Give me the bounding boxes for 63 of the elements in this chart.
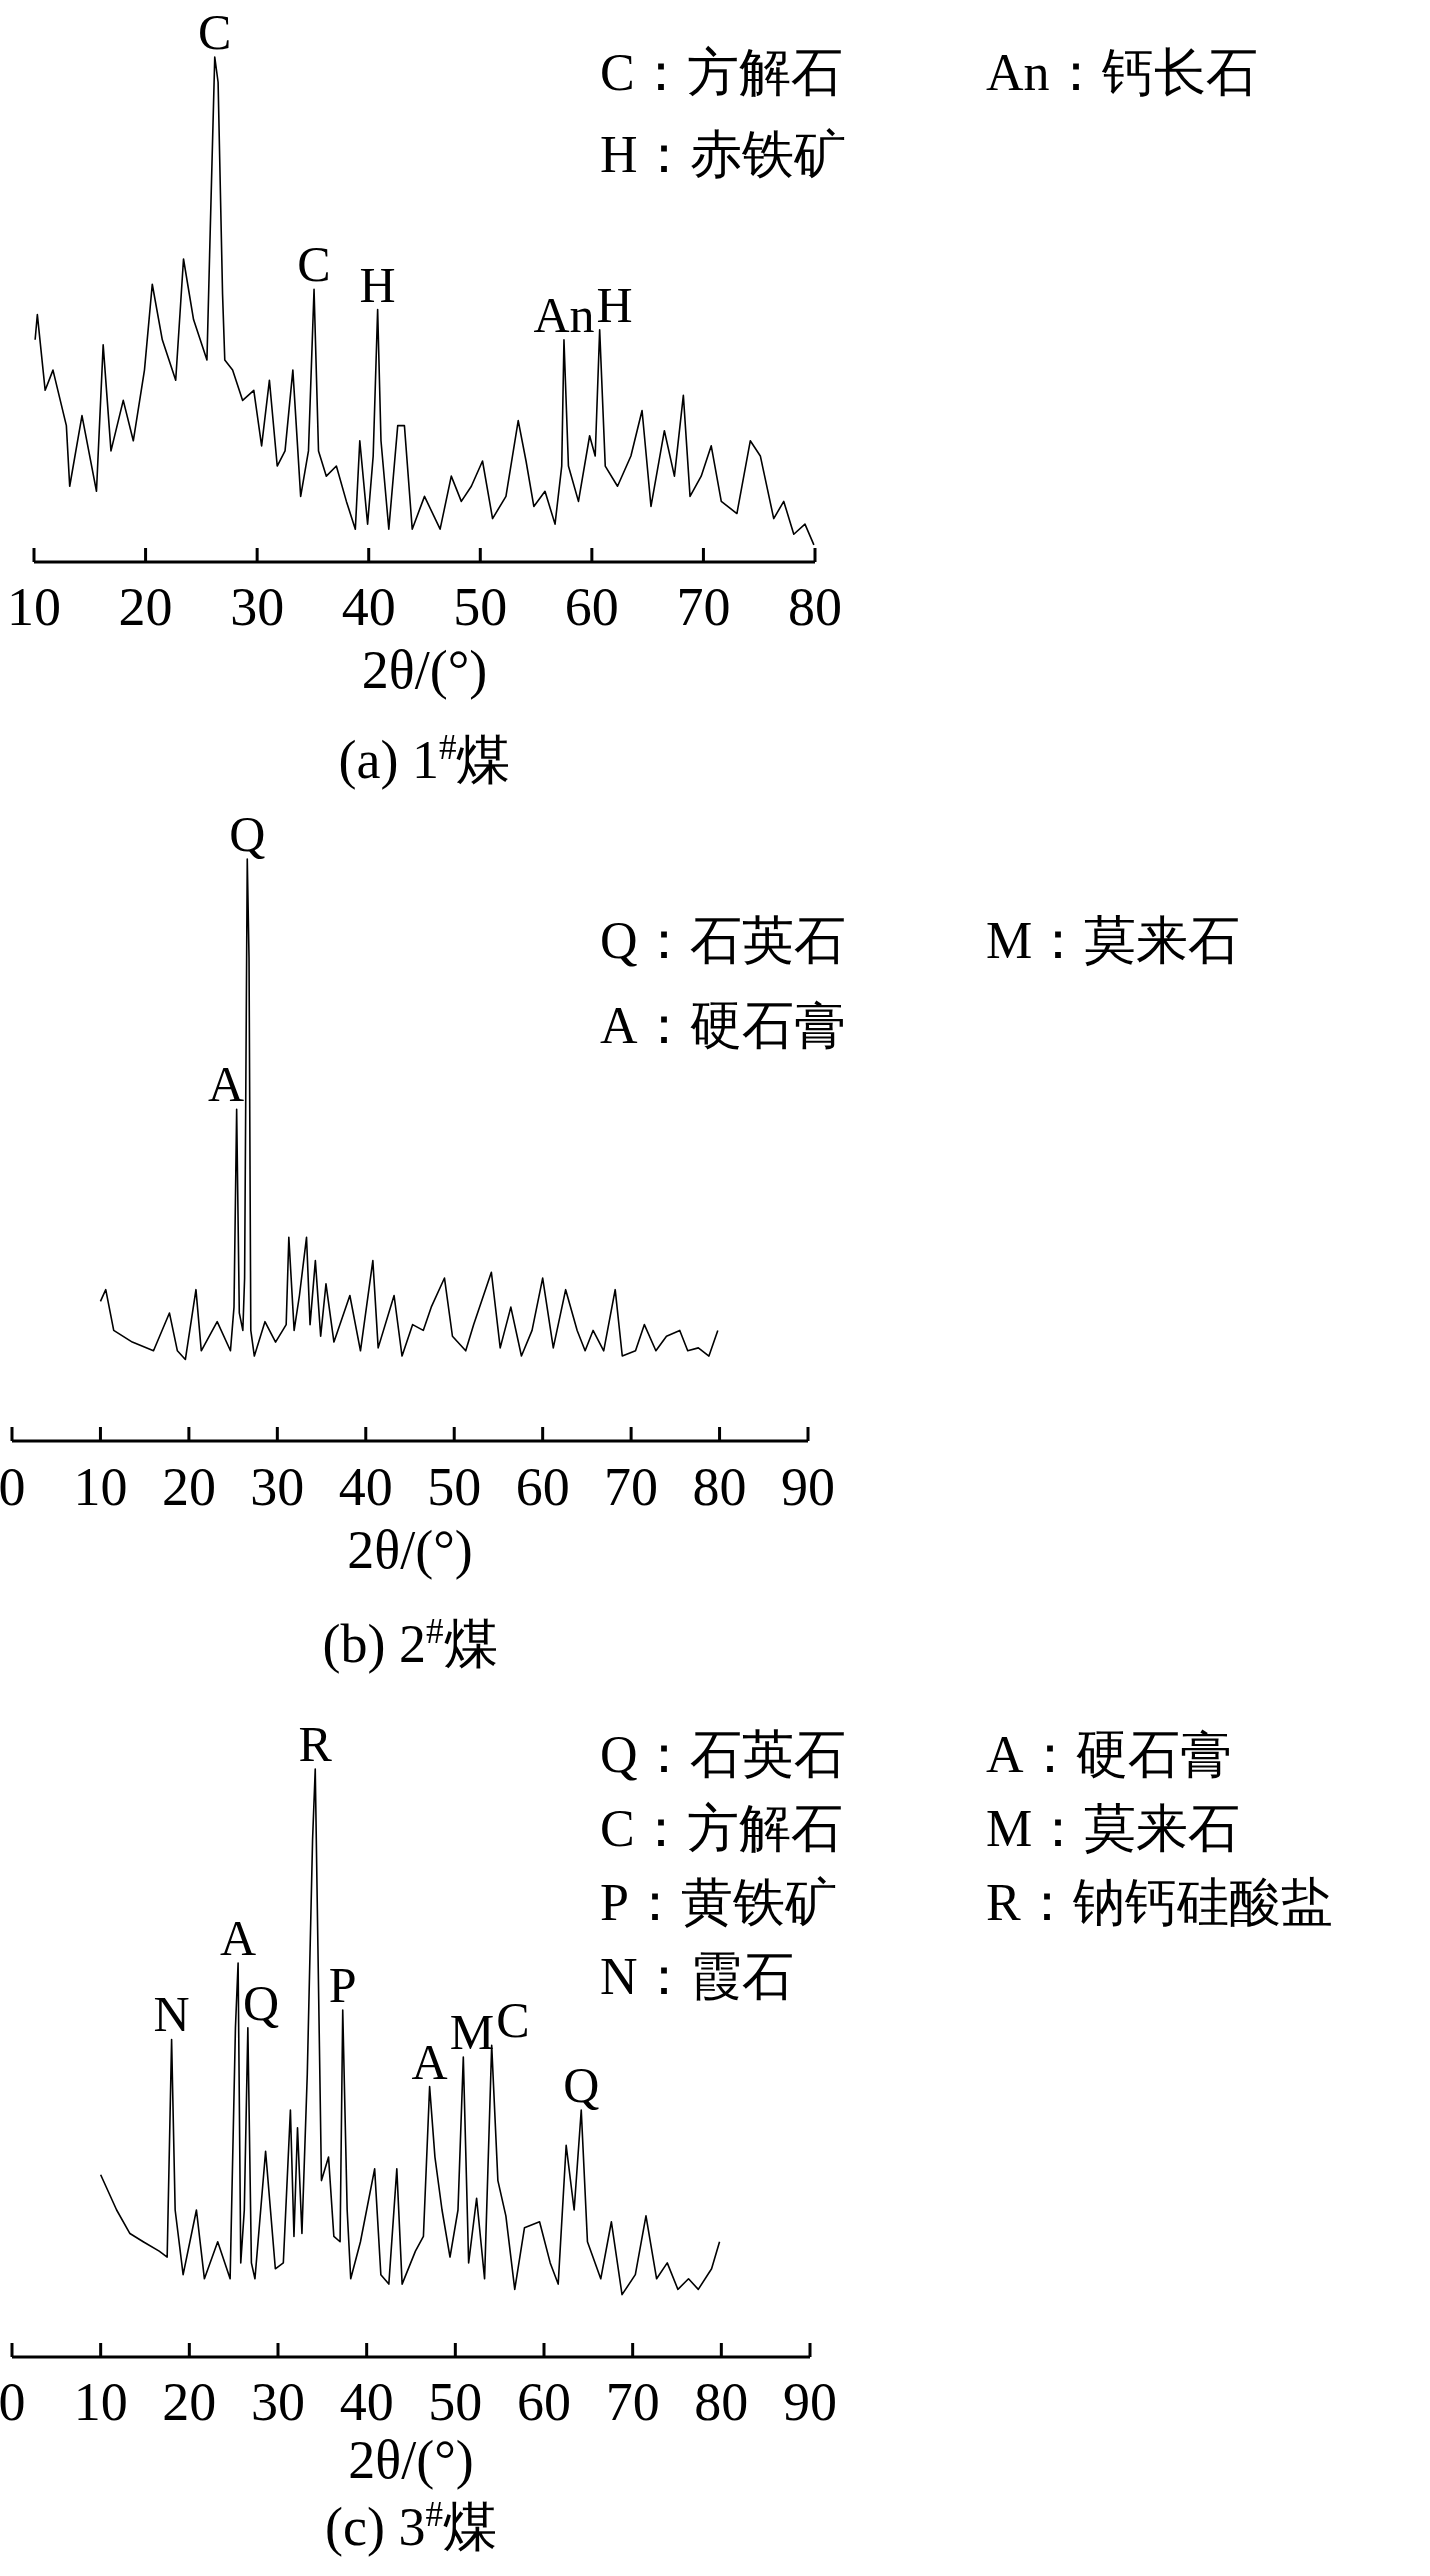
annotation: C：方解石 (600, 44, 843, 101)
annotation: Q (243, 1974, 280, 2031)
text: M：莫来石 (986, 912, 1241, 969)
text: A：硬石膏 (986, 1726, 1232, 1783)
annotation: A (411, 2033, 448, 2090)
x-tick-label: 40 (339, 2372, 394, 2432)
annotation: A：硬石膏 (600, 997, 846, 1054)
x-tick-label: 10 (73, 2372, 128, 2432)
x-tick-label: 70 (604, 1457, 659, 1517)
text: (b) 2$^{#}$煤 (322, 1611, 498, 1674)
annotation: A (207, 1056, 245, 1113)
x-tick-label: 80 (788, 577, 842, 637)
annotation: C：方解石 (600, 1800, 843, 1857)
text: (c) 3$^{#}$煤 (325, 2494, 497, 2557)
annotation: An (533, 286, 595, 343)
x-tick-label: 10 (73, 1457, 128, 1517)
x-tick-label: 80 (692, 1457, 747, 1517)
x-tick-label: 30 (250, 1457, 305, 1517)
annotation: Q (563, 2057, 600, 2114)
x-tick-label: 0 (0, 2372, 26, 2432)
x-tick-label: 20 (161, 1457, 216, 1517)
annotation: C (496, 1992, 530, 2049)
x-tick-label: 10 (7, 577, 61, 637)
annotation: C (198, 4, 232, 60)
annotation: M (449, 2004, 495, 2061)
annotation: A (220, 1910, 257, 1967)
x-tick-label: 60 (564, 577, 619, 637)
x-tick-label: 20 (118, 577, 173, 637)
annotation: Q：石英石 (600, 912, 846, 969)
x-tick-label: 40 (341, 577, 396, 637)
x-tick-label: 70 (605, 2372, 660, 2432)
x-tick-label: 90 (783, 2372, 837, 2432)
x-tick-label: 20 (162, 2372, 217, 2432)
x-tick-label: 60 (515, 1457, 570, 1517)
x-tick-label: 80 (694, 2372, 749, 2432)
text: (a) 1$^{#}$煤 (338, 727, 511, 790)
annotation: P (328, 1957, 357, 2014)
annotation: C (297, 236, 331, 293)
annotation: N (153, 1986, 190, 2043)
x-axis-title: 2θ/(°) (361, 640, 488, 700)
annotation: H：赤铁矿 (600, 126, 846, 183)
annotation: N：霞石 (600, 1948, 794, 2005)
x-tick-label: 90 (781, 1457, 835, 1517)
annotation: H (359, 256, 396, 313)
annotation: P：黄铁矿 (600, 1874, 837, 1931)
x-tick-label: 0 (0, 1457, 26, 1517)
x-tick-label: 50 (453, 577, 508, 637)
x-axis-title: 2θ/(°) (347, 1520, 473, 1580)
x-tick-label: 30 (251, 2372, 305, 2432)
text: R：钠钙硅酸盐 (986, 1874, 1333, 1931)
annotation: R (298, 1716, 333, 1772)
annotation: Q (229, 806, 266, 862)
annotation: Q：石英石 (600, 1726, 846, 1783)
x-axis-title: 2θ/(°) (348, 2430, 474, 2490)
text: M：莫来石 (986, 1800, 1241, 1857)
x-tick-label: 30 (230, 577, 285, 637)
x-tick-label: 70 (676, 577, 731, 637)
x-tick-label: 40 (338, 1457, 393, 1517)
x-tick-label: 50 (428, 2372, 483, 2432)
x-tick-label: 60 (517, 2372, 571, 2432)
x-tick-label: 50 (427, 1457, 482, 1517)
text: An：钙长石 (986, 44, 1258, 101)
annotation: H (596, 276, 633, 333)
